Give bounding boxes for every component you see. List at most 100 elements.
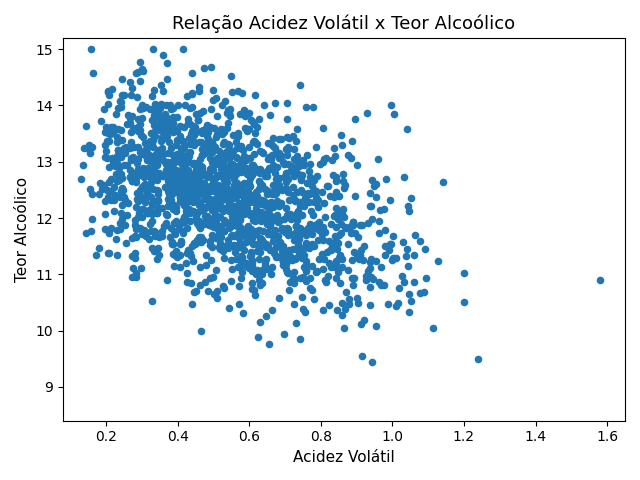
Point bbox=[249, 137, 259, 145]
Point bbox=[148, 106, 159, 113]
Point bbox=[203, 135, 213, 143]
Point bbox=[145, 180, 156, 188]
Point bbox=[181, 225, 191, 232]
Point bbox=[301, 257, 311, 265]
Point bbox=[223, 304, 234, 312]
Point bbox=[211, 94, 221, 102]
Point bbox=[214, 230, 224, 238]
Point bbox=[234, 283, 244, 290]
Point bbox=[198, 180, 209, 187]
Point bbox=[184, 249, 195, 257]
Point bbox=[268, 181, 278, 189]
Point bbox=[142, 144, 152, 152]
Point bbox=[194, 198, 204, 205]
Point bbox=[214, 147, 224, 155]
Point bbox=[255, 199, 266, 207]
Point bbox=[127, 273, 138, 280]
Point bbox=[276, 199, 286, 206]
Point bbox=[191, 287, 201, 295]
Point bbox=[76, 176, 86, 183]
Point bbox=[361, 276, 371, 284]
Point bbox=[204, 172, 214, 180]
Point bbox=[278, 174, 289, 181]
Point bbox=[226, 193, 236, 201]
Point bbox=[180, 102, 190, 109]
Point bbox=[168, 128, 179, 136]
Point bbox=[347, 274, 357, 281]
Point bbox=[392, 299, 403, 307]
Point bbox=[371, 193, 381, 201]
Point bbox=[268, 216, 278, 224]
Point bbox=[96, 118, 106, 125]
Point bbox=[175, 193, 185, 201]
Point bbox=[158, 51, 168, 59]
Point bbox=[227, 162, 237, 170]
Point bbox=[275, 239, 285, 246]
Point bbox=[262, 265, 272, 273]
Point bbox=[280, 252, 290, 260]
Point bbox=[172, 136, 182, 144]
Point bbox=[344, 295, 355, 303]
Point bbox=[280, 169, 291, 177]
Point bbox=[125, 78, 135, 85]
Point bbox=[179, 188, 189, 195]
Point bbox=[147, 169, 157, 177]
Point bbox=[226, 222, 236, 229]
Point bbox=[401, 245, 412, 253]
Point bbox=[266, 155, 276, 163]
Point bbox=[243, 126, 253, 133]
Point bbox=[179, 215, 189, 222]
Point bbox=[134, 195, 144, 203]
Point bbox=[247, 171, 257, 179]
Point bbox=[220, 150, 230, 157]
Point bbox=[175, 180, 186, 188]
Point bbox=[391, 254, 401, 262]
Point bbox=[246, 116, 256, 124]
Point bbox=[289, 172, 300, 180]
Point bbox=[307, 262, 317, 270]
Point bbox=[297, 254, 307, 262]
Point bbox=[255, 319, 265, 326]
Point bbox=[204, 165, 214, 173]
Point bbox=[277, 248, 287, 255]
Point bbox=[195, 179, 205, 186]
Point bbox=[140, 180, 150, 188]
Point bbox=[307, 240, 317, 248]
Point bbox=[197, 129, 207, 137]
Point bbox=[310, 221, 320, 229]
Point bbox=[388, 233, 398, 240]
Point bbox=[358, 256, 368, 264]
Point bbox=[292, 215, 302, 223]
Point bbox=[163, 211, 173, 218]
Point bbox=[339, 184, 349, 192]
Point bbox=[371, 257, 381, 264]
Point bbox=[284, 196, 294, 204]
Point bbox=[267, 231, 277, 239]
Point bbox=[230, 255, 241, 263]
Point bbox=[134, 171, 145, 179]
Point bbox=[292, 125, 303, 132]
Point bbox=[156, 82, 166, 89]
Point bbox=[195, 238, 205, 246]
Point bbox=[239, 194, 250, 202]
Point bbox=[204, 196, 214, 204]
Point bbox=[271, 189, 281, 197]
Point bbox=[323, 272, 333, 280]
Point bbox=[174, 177, 184, 184]
Point bbox=[254, 211, 264, 218]
Point bbox=[200, 203, 211, 211]
Point bbox=[331, 237, 341, 245]
Point bbox=[229, 181, 239, 189]
Point bbox=[227, 150, 237, 158]
Point bbox=[99, 105, 109, 113]
Point bbox=[140, 140, 150, 147]
Point bbox=[172, 157, 182, 165]
Point bbox=[223, 107, 233, 114]
Point bbox=[137, 230, 147, 238]
Point bbox=[149, 167, 159, 174]
Point bbox=[294, 251, 304, 258]
Point bbox=[401, 252, 411, 260]
Point bbox=[211, 187, 221, 194]
Point bbox=[338, 205, 348, 213]
Point bbox=[148, 132, 159, 140]
